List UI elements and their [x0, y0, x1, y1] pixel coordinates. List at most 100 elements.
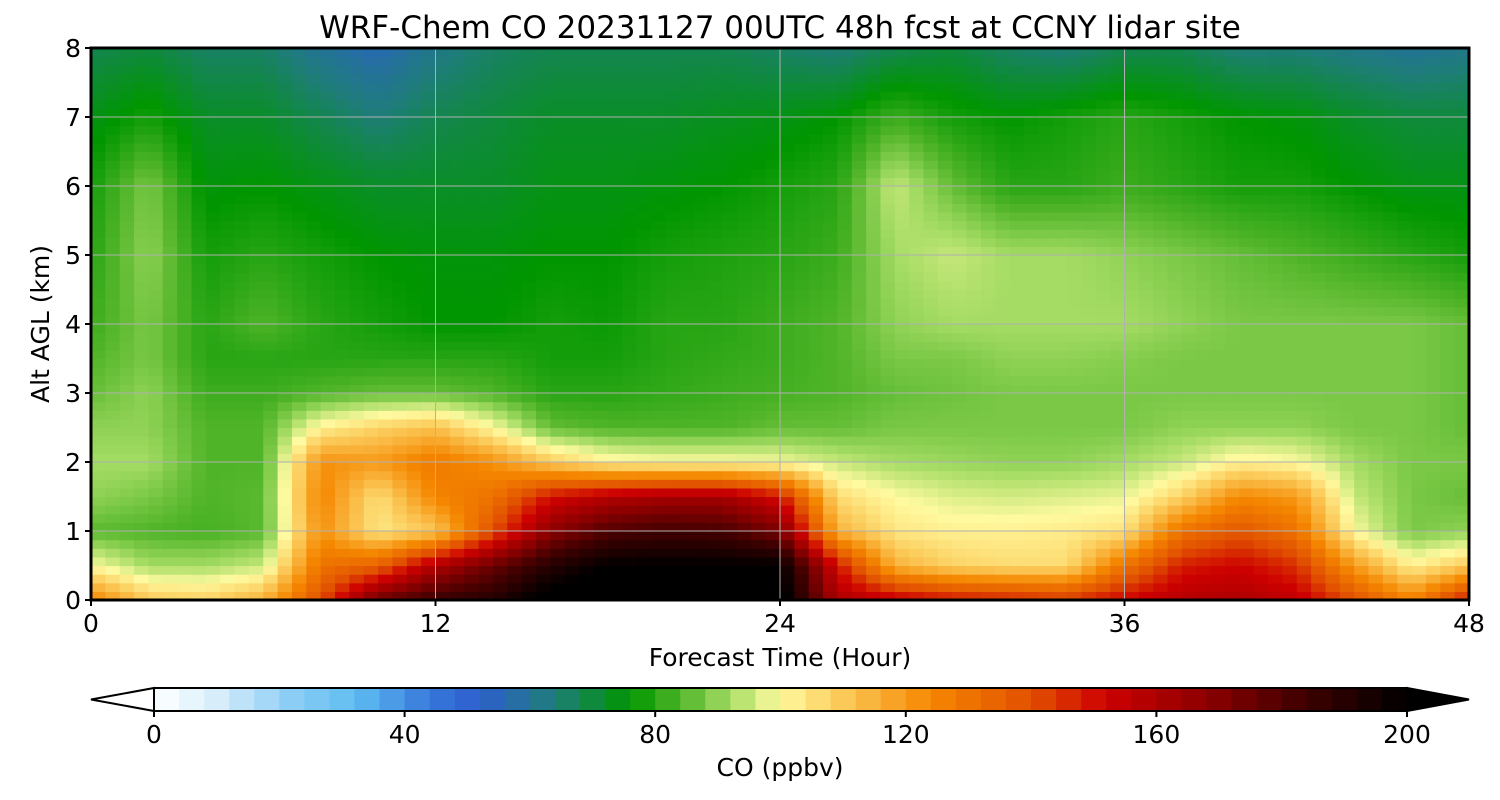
heatmap-cell [134, 177, 150, 187]
heatmap-cell [1124, 418, 1140, 429]
heatmap-cell [1110, 272, 1126, 282]
heatmap-cell [650, 332, 666, 342]
heatmap-cell [1224, 582, 1240, 592]
heatmap-cell [1268, 470, 1283, 480]
heatmap-cell [708, 246, 724, 256]
heatmap-cell [234, 539, 250, 549]
heatmap-cell [722, 479, 738, 489]
heatmap-cell [220, 470, 236, 480]
heatmap-cell [679, 436, 695, 446]
heatmap-cell [1296, 367, 1312, 377]
heatmap-cell [1325, 203, 1341, 213]
heatmap-cell [937, 177, 953, 187]
heatmap-cell [162, 229, 178, 239]
heatmap-cell [708, 332, 724, 342]
heatmap-cell [507, 160, 523, 170]
heatmap-cell [1081, 255, 1097, 265]
heatmap-cell [449, 427, 465, 437]
heatmap-cell [492, 487, 508, 498]
heatmap-cell [1196, 462, 1212, 472]
heatmap-cell [1311, 324, 1327, 334]
heatmap-cell [966, 358, 982, 368]
heatmap-cell [177, 263, 193, 273]
heatmap-cell [435, 272, 451, 282]
heatmap-cell [449, 375, 465, 385]
heatmap-cell [579, 453, 594, 463]
heatmap-cell [923, 289, 939, 299]
heatmap-cell [679, 375, 695, 385]
heatmap-cell [478, 505, 494, 515]
heatmap-cell [851, 539, 867, 549]
heatmap-cell [1067, 177, 1083, 187]
heatmap-cell [794, 548, 810, 558]
heatmap-cell [1282, 160, 1298, 170]
heatmap-cell [808, 479, 824, 489]
heatmap-cell [521, 470, 537, 480]
heatmap-cell [220, 349, 236, 360]
heatmap-cell [636, 513, 652, 523]
heatmap-cell [593, 453, 609, 463]
heatmap-cell [1325, 306, 1341, 316]
heatmap-cell [205, 289, 221, 299]
heatmap-cell [1239, 280, 1255, 291]
heatmap-cell [248, 246, 264, 256]
heatmap-cell [894, 531, 910, 541]
heatmap-cell [421, 401, 437, 411]
heatmap-cell [306, 539, 322, 549]
heatmap-cell [1454, 582, 1469, 592]
heatmap-cell [1382, 306, 1398, 316]
heatmap-cell [464, 539, 480, 549]
heatmap-cell [780, 298, 795, 308]
heatmap-cell [1382, 255, 1398, 265]
heatmap-cell [1024, 341, 1039, 351]
heatmap-cell [464, 384, 480, 394]
heatmap-cell [952, 574, 968, 584]
heatmap-cell [177, 453, 193, 463]
heatmap-cell [808, 505, 824, 515]
heatmap-cell [1239, 332, 1255, 342]
heatmap-cell [392, 229, 408, 239]
heatmap-cell [1095, 574, 1111, 584]
heatmap-cell [1253, 298, 1269, 308]
heatmap-cell [593, 186, 609, 196]
heatmap-cell [1138, 315, 1154, 325]
heatmap-cell [550, 237, 566, 247]
heatmap-cell [708, 556, 724, 567]
heatmap-cell [1110, 168, 1126, 178]
heatmap-cell [507, 194, 523, 204]
heatmap-cell [837, 168, 853, 178]
heatmap-cell [1411, 272, 1427, 282]
heatmap-cell [1110, 306, 1126, 316]
heatmap-cell [263, 427, 279, 437]
heatmap-cell [923, 229, 939, 239]
heatmap-cell [148, 418, 164, 429]
heatmap-cell [794, 246, 810, 256]
heatmap-cell [378, 401, 394, 411]
heatmap-cell [579, 462, 594, 472]
heatmap-cell [119, 470, 135, 480]
heatmap-cell [1110, 418, 1126, 429]
heatmap-cell [105, 177, 121, 187]
heatmap-cell [1397, 186, 1413, 196]
heatmap-cell [335, 418, 350, 429]
heatmap-cell [91, 272, 106, 282]
heatmap-cell [1052, 462, 1068, 472]
heatmap-cell [794, 384, 810, 394]
heatmap-cell [650, 160, 666, 170]
heatmap-cell [435, 582, 451, 592]
heatmap-cell [995, 194, 1011, 204]
heatmap-cell [1440, 384, 1456, 394]
heatmap-cell [478, 401, 494, 411]
heatmap-cell [550, 246, 566, 256]
heatmap-cell [1397, 453, 1413, 463]
heatmap-cell [866, 272, 882, 282]
heatmap-cell [894, 332, 910, 342]
heatmap-cell [966, 591, 982, 600]
heatmap-cell [1239, 194, 1255, 204]
heatmap-cell [220, 505, 236, 515]
heatmap-cell [765, 298, 781, 308]
heatmap-cell [248, 375, 264, 385]
heatmap-cell [679, 531, 695, 541]
heatmap-cell [1081, 487, 1097, 498]
heatmap-cell [1067, 574, 1083, 584]
